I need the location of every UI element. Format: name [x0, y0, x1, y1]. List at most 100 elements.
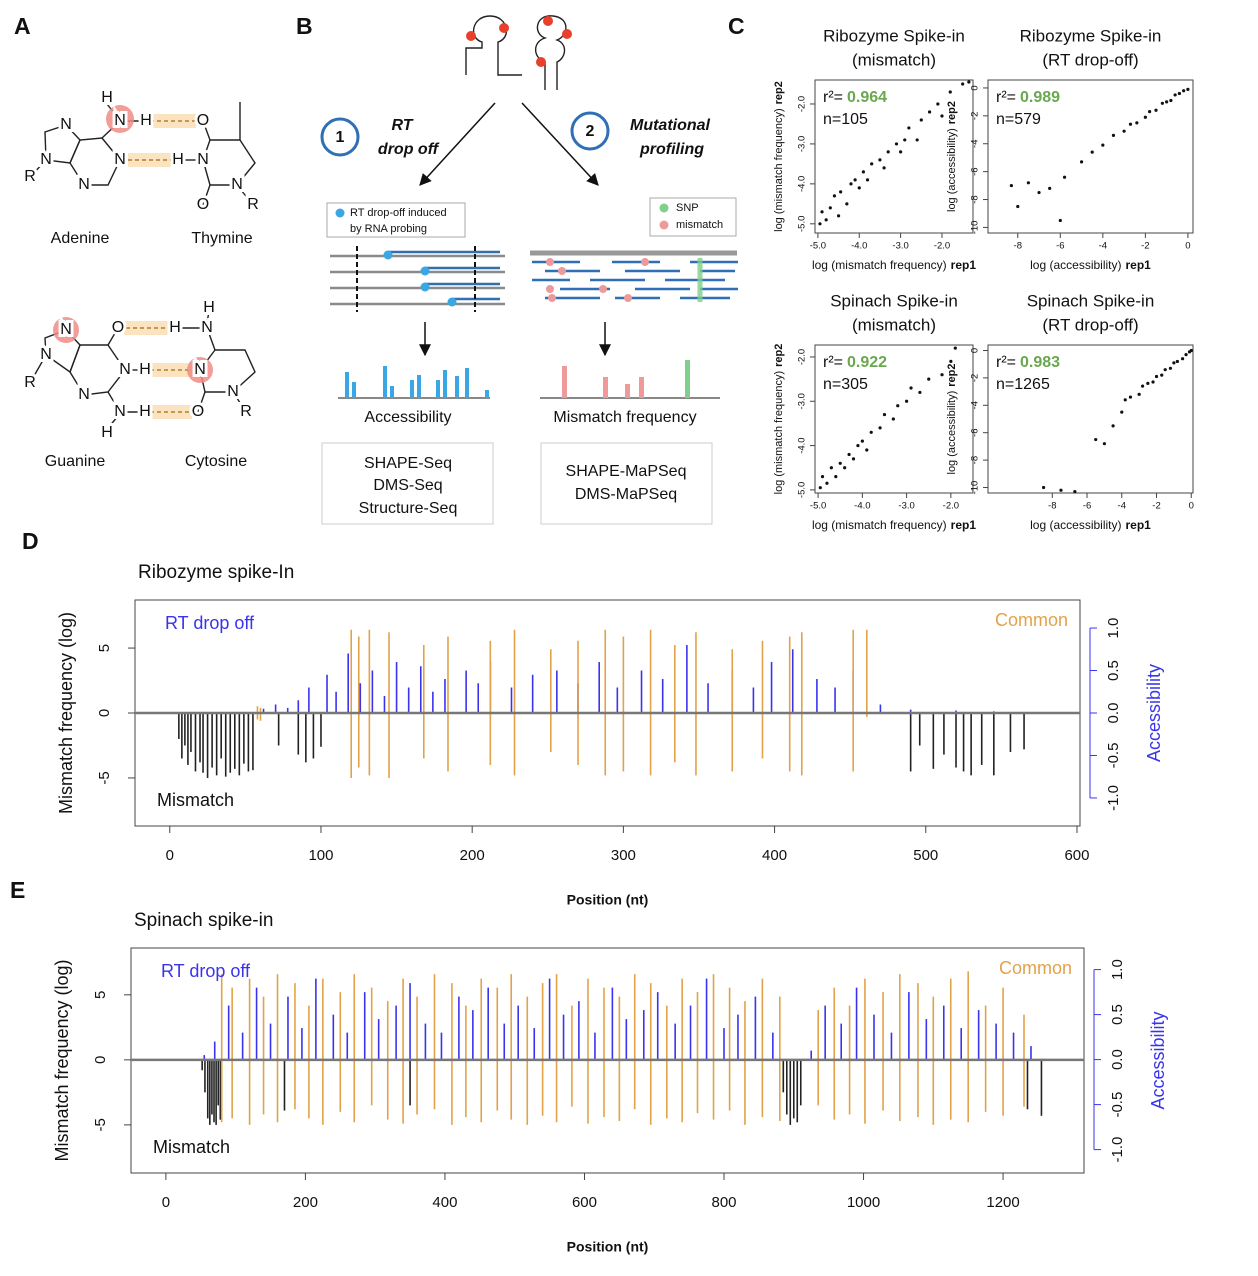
- n-annotation: n=105: [823, 111, 868, 128]
- x-tick-label: -5.0: [810, 501, 826, 512]
- x-axis-label: log (accessibility) rep1: [1030, 518, 1151, 532]
- x-axis-label-text: log (mismatch frequency): [812, 258, 947, 272]
- n-value: 305: [841, 376, 868, 393]
- atom: N: [231, 176, 243, 193]
- plot-frame: [987, 344, 1194, 494]
- n-label: n=: [996, 111, 1014, 128]
- y-axis-label: Mismatch frequency (log): [56, 612, 76, 814]
- y-axis-label: log (mismatch frequency) rep2: [773, 344, 785, 495]
- r2-label: r²=: [823, 354, 843, 371]
- r2-annotation: r²= 0.983: [996, 354, 1060, 371]
- y-tick-label: -10: [970, 481, 981, 495]
- y-tick-label: -3.0: [797, 136, 808, 152]
- x-axis-label: log (accessibility) rep1: [1030, 258, 1151, 272]
- point: [865, 178, 870, 182]
- point: [919, 118, 923, 122]
- point: [940, 114, 944, 118]
- y-tick-label: -2.0: [797, 96, 808, 112]
- atom: N: [114, 112, 126, 129]
- point: [1123, 398, 1127, 402]
- y-axis-label-rep: rep2: [946, 101, 958, 124]
- point: [1128, 395, 1133, 399]
- atom: N: [78, 386, 90, 403]
- x-tick-label: 0: [1189, 501, 1194, 512]
- point: [857, 186, 861, 190]
- y-tick-label: -5.0: [797, 482, 808, 498]
- point: [907, 126, 911, 130]
- point: [839, 190, 843, 194]
- point: [1169, 98, 1173, 103]
- chart-title: Ribozyme Spike-in: [823, 26, 965, 45]
- x-axis-label: log (mismatch frequency) rep1: [812, 518, 976, 532]
- x-tick-label: 0: [162, 1194, 170, 1211]
- chart-title: Ribozyme Spike-in: [1020, 26, 1162, 45]
- y-axis-label: log (accessibility) rep2: [946, 364, 958, 475]
- r2-label: r²=: [823, 89, 843, 106]
- point: [1094, 437, 1098, 442]
- plot-frame: [814, 344, 974, 494]
- readout: Mismatch frequency: [553, 409, 696, 426]
- point: [1160, 101, 1164, 105]
- atom: H: [203, 299, 215, 316]
- x-axis-label-text: log (accessibility): [1030, 258, 1121, 272]
- x-axis-label: Position (nt): [567, 892, 649, 908]
- y2-tick-label: -1.0: [1105, 785, 1122, 811]
- n-annotation: n=305: [823, 376, 868, 393]
- point: [1177, 91, 1181, 96]
- point: [1141, 384, 1145, 388]
- atom: N: [78, 176, 90, 193]
- point: [1062, 175, 1067, 179]
- point: [1172, 361, 1176, 365]
- n-annotation: n=579: [996, 111, 1041, 128]
- point: [870, 162, 874, 166]
- point: [905, 399, 909, 403]
- point: [1058, 218, 1062, 223]
- y2-tick-label: 0.5: [1105, 660, 1122, 681]
- point: [1137, 392, 1141, 396]
- point: [1073, 490, 1077, 494]
- y-tick-label: 5: [92, 991, 109, 999]
- atom: O: [197, 112, 209, 129]
- y-axis-label: log (mismatch frequency) rep2: [773, 81, 785, 232]
- atom: N: [197, 151, 209, 168]
- x-tick-label: -8: [1048, 501, 1056, 512]
- series-label: RT drop off: [161, 961, 251, 981]
- point: [896, 404, 900, 408]
- atom: H: [139, 361, 151, 378]
- x-tick-label: 600: [1064, 847, 1089, 864]
- x-tick-label: 600: [572, 1194, 597, 1211]
- point: [825, 481, 829, 485]
- atom: H: [140, 112, 152, 129]
- point: [882, 412, 887, 417]
- point: [824, 218, 828, 222]
- n-value: 579: [1014, 111, 1041, 128]
- r2-value: 0.989: [1020, 89, 1060, 106]
- point: [1122, 129, 1126, 133]
- atom: H: [169, 319, 181, 336]
- x-tick-label: -2.0: [943, 501, 959, 512]
- x-axis-label-rep: rep1: [951, 258, 977, 272]
- point: [894, 142, 899, 146]
- atom: N: [194, 361, 206, 378]
- point: [967, 80, 971, 84]
- r2-value: 0.983: [1020, 354, 1060, 371]
- point: [818, 222, 822, 226]
- x-tick-label: -3.0: [892, 241, 908, 252]
- point: [948, 90, 952, 94]
- point: [836, 214, 841, 218]
- y-axis-label-text: log (mismatch frequency): [773, 371, 785, 495]
- point: [1146, 381, 1150, 385]
- point: [1143, 115, 1147, 119]
- point: [927, 110, 932, 114]
- x-tick-label: -6: [1083, 501, 1091, 512]
- y-axis-label-rep: rep2: [946, 364, 958, 387]
- x-tick-label: -8: [1014, 241, 1022, 252]
- point: [1016, 204, 1020, 209]
- y-axis-label-text: log (mismatch frequency): [773, 108, 785, 232]
- point: [1102, 442, 1106, 446]
- base-name: Guanine: [45, 453, 106, 470]
- point: [936, 102, 940, 106]
- r2-annotation: r²= 0.922: [823, 354, 887, 371]
- x-tick-label: -5.0: [810, 241, 826, 252]
- x-tick-label: 400: [762, 847, 787, 864]
